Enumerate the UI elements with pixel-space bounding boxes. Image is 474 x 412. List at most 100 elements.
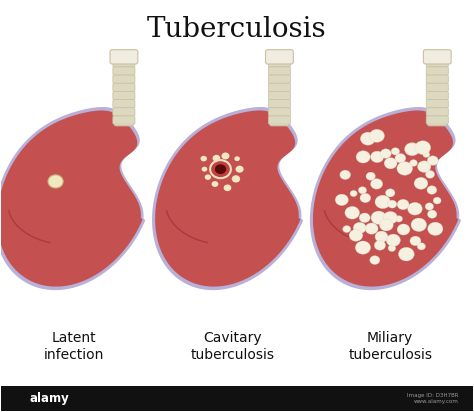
- Circle shape: [358, 187, 366, 194]
- Circle shape: [375, 195, 391, 208]
- Circle shape: [48, 175, 63, 188]
- Circle shape: [353, 222, 366, 234]
- FancyBboxPatch shape: [426, 59, 448, 67]
- Circle shape: [423, 151, 430, 157]
- FancyBboxPatch shape: [426, 116, 448, 124]
- FancyBboxPatch shape: [268, 59, 291, 67]
- Circle shape: [350, 190, 357, 197]
- Circle shape: [428, 210, 437, 218]
- FancyBboxPatch shape: [423, 50, 451, 64]
- Circle shape: [427, 156, 438, 165]
- FancyBboxPatch shape: [113, 108, 135, 116]
- Text: Miliary
tuberculosis: Miliary tuberculosis: [348, 331, 432, 361]
- Circle shape: [397, 162, 412, 175]
- Circle shape: [360, 132, 375, 145]
- Circle shape: [366, 172, 375, 180]
- FancyBboxPatch shape: [113, 91, 135, 100]
- Text: Tuberculosis: Tuberculosis: [147, 16, 327, 43]
- Text: Image ID: D3H7BR
www.alamy.com: Image ID: D3H7BR www.alamy.com: [407, 393, 458, 404]
- FancyBboxPatch shape: [270, 53, 289, 126]
- FancyBboxPatch shape: [268, 75, 291, 83]
- FancyBboxPatch shape: [113, 67, 135, 75]
- Polygon shape: [152, 107, 303, 290]
- FancyBboxPatch shape: [426, 67, 448, 75]
- Circle shape: [427, 186, 437, 194]
- Circle shape: [399, 247, 414, 261]
- Bar: [1, 386, 473, 411]
- FancyBboxPatch shape: [428, 53, 447, 126]
- Circle shape: [374, 240, 385, 250]
- Circle shape: [391, 147, 400, 155]
- Circle shape: [359, 213, 370, 222]
- Circle shape: [375, 231, 388, 242]
- FancyBboxPatch shape: [268, 83, 291, 91]
- Circle shape: [385, 189, 395, 197]
- Circle shape: [201, 167, 207, 172]
- Circle shape: [411, 218, 427, 232]
- Circle shape: [215, 164, 226, 174]
- FancyBboxPatch shape: [265, 50, 293, 64]
- FancyBboxPatch shape: [114, 53, 134, 126]
- FancyBboxPatch shape: [113, 100, 135, 108]
- FancyBboxPatch shape: [268, 91, 291, 100]
- FancyBboxPatch shape: [426, 91, 448, 100]
- FancyBboxPatch shape: [268, 67, 291, 75]
- Circle shape: [417, 243, 426, 250]
- FancyBboxPatch shape: [426, 108, 448, 116]
- Circle shape: [212, 155, 220, 162]
- Polygon shape: [0, 110, 143, 287]
- Circle shape: [395, 154, 406, 163]
- Circle shape: [408, 202, 422, 215]
- Circle shape: [360, 193, 371, 203]
- FancyBboxPatch shape: [110, 50, 138, 64]
- Circle shape: [365, 223, 378, 234]
- Circle shape: [388, 245, 396, 251]
- Circle shape: [371, 179, 383, 189]
- FancyBboxPatch shape: [268, 100, 291, 108]
- Polygon shape: [313, 110, 458, 287]
- Circle shape: [371, 151, 384, 163]
- Circle shape: [210, 160, 231, 178]
- Polygon shape: [0, 107, 146, 290]
- Circle shape: [371, 211, 386, 225]
- Polygon shape: [155, 110, 301, 287]
- Circle shape: [345, 206, 359, 219]
- Circle shape: [340, 170, 351, 180]
- Circle shape: [415, 141, 431, 154]
- Text: alamy: alamy: [30, 392, 69, 405]
- Circle shape: [369, 129, 384, 142]
- FancyBboxPatch shape: [268, 108, 291, 116]
- Circle shape: [386, 234, 401, 246]
- Circle shape: [236, 166, 244, 173]
- FancyBboxPatch shape: [268, 116, 291, 124]
- FancyBboxPatch shape: [426, 100, 448, 108]
- Circle shape: [380, 149, 391, 158]
- Circle shape: [410, 159, 418, 166]
- Circle shape: [356, 151, 370, 163]
- Circle shape: [410, 236, 421, 246]
- Circle shape: [221, 152, 229, 159]
- FancyBboxPatch shape: [113, 83, 135, 91]
- Circle shape: [425, 203, 434, 210]
- Circle shape: [418, 161, 431, 173]
- Circle shape: [201, 156, 207, 162]
- Circle shape: [384, 158, 397, 169]
- Circle shape: [224, 185, 231, 191]
- Circle shape: [232, 175, 240, 183]
- FancyBboxPatch shape: [426, 75, 448, 83]
- Circle shape: [343, 225, 351, 232]
- Circle shape: [388, 200, 397, 208]
- Text: Latent
infection: Latent infection: [44, 331, 105, 361]
- Circle shape: [205, 174, 211, 180]
- Circle shape: [379, 219, 393, 231]
- Circle shape: [405, 143, 419, 156]
- Circle shape: [370, 256, 380, 265]
- Circle shape: [397, 199, 409, 210]
- FancyBboxPatch shape: [426, 83, 448, 91]
- Circle shape: [211, 181, 219, 187]
- Circle shape: [414, 177, 428, 189]
- Circle shape: [234, 156, 240, 161]
- FancyBboxPatch shape: [113, 75, 135, 83]
- Text: Cavitary
tuberculosis: Cavitary tuberculosis: [190, 331, 274, 361]
- Circle shape: [335, 194, 348, 206]
